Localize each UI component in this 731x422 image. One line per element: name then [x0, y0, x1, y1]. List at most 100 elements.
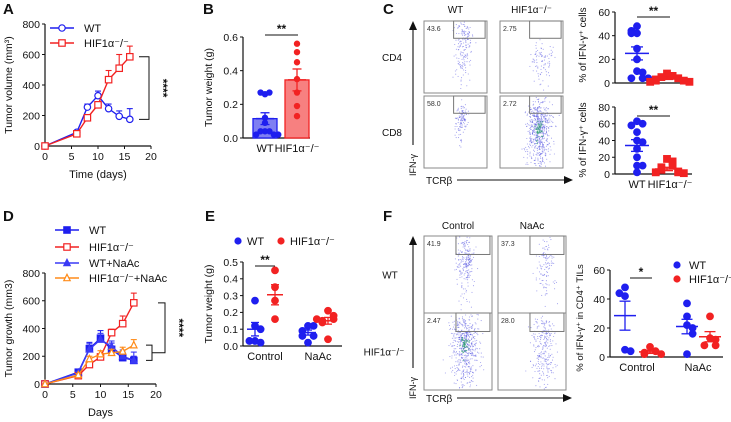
event-dot: [464, 252, 466, 254]
event-dot: [467, 275, 469, 278]
event-dot: [548, 268, 550, 270]
event-dot: [470, 333, 472, 335]
event-dot: [539, 84, 541, 86]
event-dot: [459, 341, 461, 343]
event-dot: [467, 33, 469, 35]
event-dot: [476, 348, 478, 350]
event-dot: [463, 115, 465, 117]
dense-event-dot: [535, 128, 537, 131]
event-dot: [467, 349, 470, 351]
event-dot: [469, 259, 472, 261]
event-dot: [454, 134, 456, 136]
event-dot: [546, 257, 548, 259]
event-dot: [534, 163, 536, 165]
event-dot: [458, 334, 460, 336]
event-dot: [458, 38, 460, 40]
event-dot: [452, 76, 454, 78]
event-dot: [541, 335, 543, 337]
event-dot: [544, 386, 547, 389]
event-dot: [457, 109, 459, 111]
event-dot: [461, 357, 463, 359]
event-dot: [539, 162, 541, 164]
event-dot: [471, 338, 473, 340]
event-dot: [467, 274, 469, 276]
legend-marker: [62, 257, 72, 267]
event-dot: [542, 329, 544, 331]
event-dot: [538, 119, 540, 122]
event-dot: [544, 355, 546, 357]
event-dot: [456, 379, 458, 381]
event-dot: [479, 348, 481, 350]
event-dot: [540, 83, 542, 85]
event-dot: [529, 139, 531, 142]
event-dot: [461, 342, 464, 344]
event-dot: [456, 337, 458, 339]
event-dot: [466, 38, 469, 41]
event-dot: [467, 285, 469, 287]
event-dot: [465, 314, 467, 316]
data-point: [638, 161, 647, 170]
y-axis-label: Tumor volume (mm³): [3, 36, 15, 134]
event-dot: [462, 243, 465, 245]
event-dot: [534, 318, 536, 320]
event-dot: [551, 372, 553, 374]
event-dot: [540, 119, 542, 122]
data-point: [257, 128, 264, 135]
event-dot: [469, 271, 471, 273]
event-dot: [459, 352, 461, 354]
event-dot: [539, 373, 541, 375]
event-dot: [458, 259, 460, 261]
event-dot: [544, 98, 546, 100]
event-dot: [545, 336, 547, 338]
event-dot: [460, 304, 462, 306]
event-dot: [471, 352, 473, 354]
event-dot: [529, 153, 531, 155]
event-dot: [465, 27, 467, 29]
event-dot: [462, 318, 464, 320]
event-dot: [552, 356, 554, 358]
event-dot: [449, 356, 451, 358]
event-dot: [459, 40, 461, 42]
event-dot: [465, 361, 467, 363]
event-dot: [463, 266, 465, 268]
panel-label: C: [383, 1, 394, 18]
dense-event-dot: [464, 338, 467, 341]
event-dot: [464, 358, 466, 360]
event-dot: [473, 329, 475, 331]
event-dot: [467, 333, 469, 335]
event-dot: [463, 30, 465, 32]
category-label: NaAc: [685, 362, 712, 374]
event-dot: [463, 42, 465, 44]
event-dot: [467, 262, 469, 264]
event-dot: [456, 346, 458, 348]
event-dot: [543, 109, 546, 111]
dense-event-dot: [540, 126, 542, 128]
event-dot: [448, 345, 450, 347]
event-dot: [462, 34, 464, 36]
event-dot: [537, 75, 540, 77]
event-dot: [466, 356, 468, 358]
event-dot: [464, 356, 466, 358]
event-dot: [553, 140, 555, 142]
event-dot: [544, 120, 546, 122]
event-dot: [455, 262, 457, 264]
event-dot: [539, 136, 542, 138]
event-dot: [467, 55, 469, 57]
event-dot: [465, 270, 467, 272]
event-dot: [463, 378, 465, 381]
event-dot: [543, 286, 545, 288]
event-dot: [470, 314, 472, 316]
event-dot: [470, 259, 473, 261]
event-dot: [460, 133, 462, 135]
event-dot: [553, 282, 556, 284]
event-dot: [536, 111, 538, 113]
event-dot: [453, 326, 455, 328]
event-dot: [535, 144, 537, 147]
event-dot: [533, 61, 535, 63]
event-dot: [458, 111, 460, 113]
event-dot: [452, 328, 454, 330]
event-dot: [550, 328, 552, 330]
event-dot: [543, 133, 545, 135]
data-point: [41, 142, 49, 150]
event-dot: [540, 152, 542, 154]
